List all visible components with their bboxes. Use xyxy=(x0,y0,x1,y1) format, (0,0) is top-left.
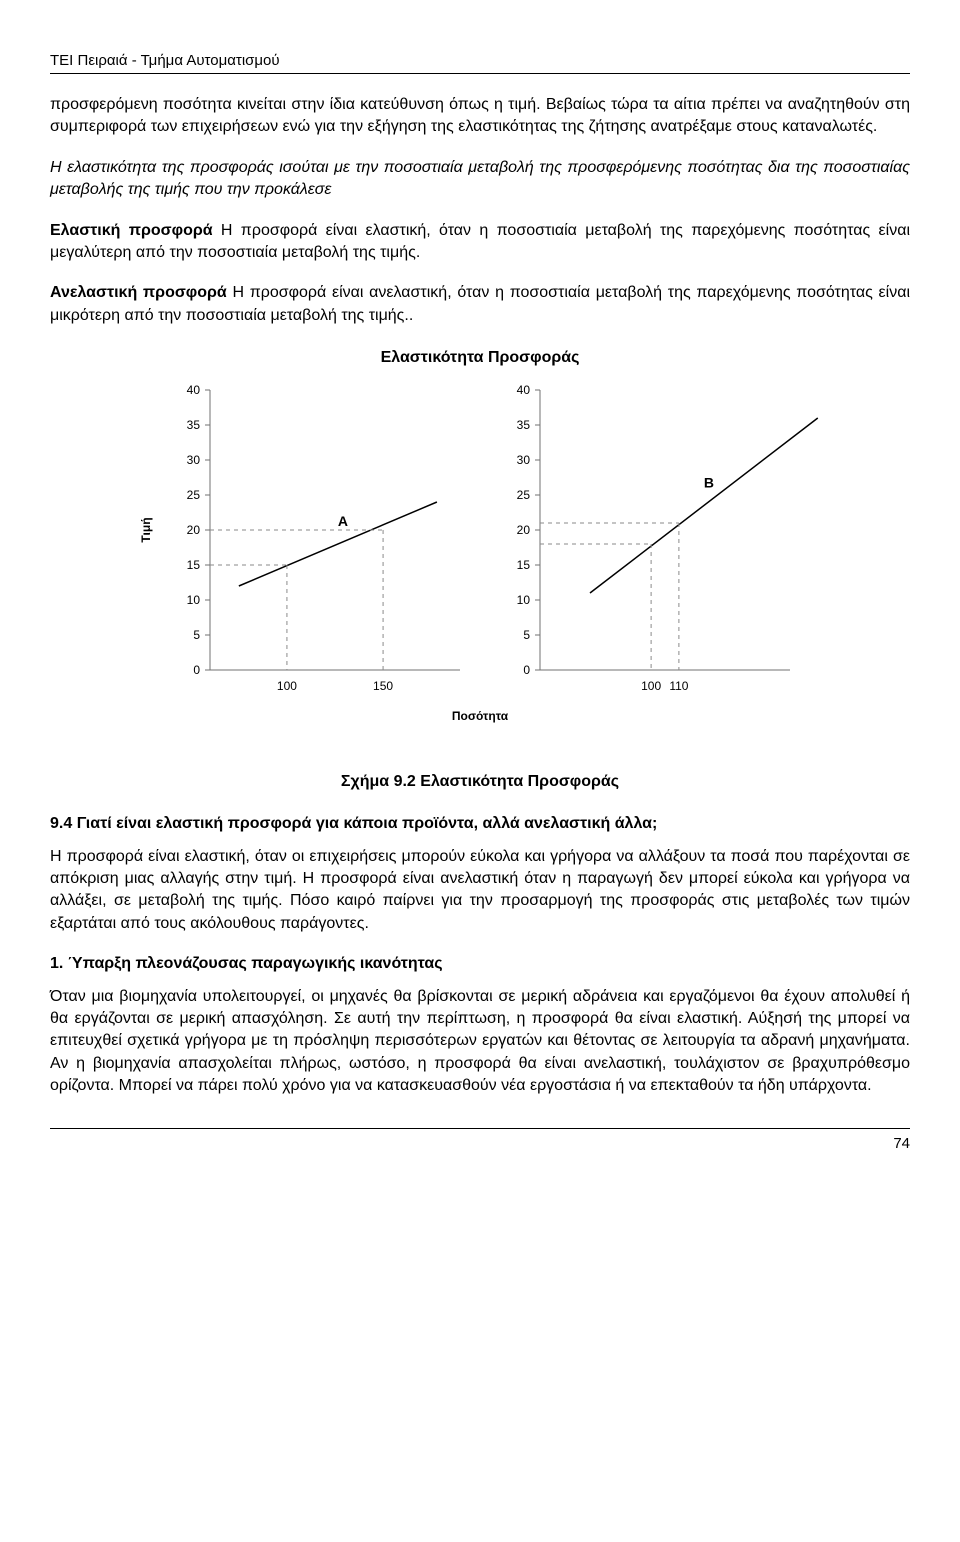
svg-text:100: 100 xyxy=(277,679,297,693)
section-9-4-title: 9.4 Γιατί είναι ελαστική προσφορά για κά… xyxy=(50,813,910,835)
p3-lead: Ελαστική προσφορά xyxy=(50,222,213,239)
svg-text:Α: Α xyxy=(338,513,348,529)
svg-text:5: 5 xyxy=(523,628,530,642)
svg-text:40: 40 xyxy=(517,383,531,397)
p4-lead: Ανελαστική προσφορά xyxy=(50,284,227,301)
chart-main-title: Ελαστικότητα Προσφοράς xyxy=(50,347,910,369)
paragraph-3: Ελαστική προσφορά Η προσφορά είναι ελαστ… xyxy=(50,220,910,265)
charts-row: 0 5 10 15 20 25 30 35 40 100 150 Α 0 5 10 15 20 25 30 35 40 1… xyxy=(50,380,910,757)
svg-text:30: 30 xyxy=(187,453,201,467)
svg-text:10: 10 xyxy=(517,593,531,607)
page-number: 74 xyxy=(893,1135,910,1152)
section-9-4-body: Η προσφορά είναι ελαστική, όταν οι επιχε… xyxy=(50,846,910,936)
svg-text:25: 25 xyxy=(517,488,531,502)
svg-text:Τιμή: Τιμή xyxy=(139,517,153,542)
paragraph-4: Ανελαστική προσφορά Η προσφορά είναι ανε… xyxy=(50,282,910,327)
paragraph-2: Η ελαστικότητα της προσφοράς ισούται με … xyxy=(50,157,910,202)
svg-text:Ποσότητα: Ποσότητα xyxy=(452,709,509,723)
doc-header: ΤΕΙ Πειραιά - Τμήμα Αυτοματισμού xyxy=(50,50,910,74)
svg-text:0: 0 xyxy=(193,663,200,677)
svg-text:15: 15 xyxy=(517,558,531,572)
doc-footer: 74 xyxy=(50,1128,910,1154)
svg-text:110: 110 xyxy=(669,679,688,693)
svg-text:10: 10 xyxy=(187,593,201,607)
subsection-1-title: 1. Ύπαρξη πλεονάζουσας παραγωγικής ικανό… xyxy=(50,953,910,975)
svg-text:25: 25 xyxy=(187,488,201,502)
svg-text:5: 5 xyxy=(193,628,200,642)
svg-text:20: 20 xyxy=(187,523,201,537)
svg-text:100: 100 xyxy=(641,679,661,693)
subsection-1-body: Όταν μια βιομηχανία υπολειτουργεί, οι μη… xyxy=(50,986,910,1098)
svg-text:20: 20 xyxy=(517,523,531,537)
svg-text:0: 0 xyxy=(523,663,530,677)
svg-text:35: 35 xyxy=(187,418,201,432)
svg-text:35: 35 xyxy=(517,418,531,432)
elasticity-chart: 0 5 10 15 20 25 30 35 40 100 150 Α 0 5 10 15 20 25 30 35 40 1… xyxy=(120,380,840,750)
svg-text:Β: Β xyxy=(704,474,714,490)
figure-caption: Σχήμα 9.2 Ελαστικότητα Προσφοράς xyxy=(50,771,910,793)
svg-text:15: 15 xyxy=(187,558,201,572)
svg-text:150: 150 xyxy=(373,679,393,693)
sub1-num: 1. xyxy=(50,955,68,972)
header-text: ΤΕΙ Πειραιά - Τμήμα Αυτοματισμού xyxy=(50,52,280,69)
svg-text:30: 30 xyxy=(517,453,531,467)
svg-text:40: 40 xyxy=(187,383,201,397)
sub1-title: Ύπαρξη πλεονάζουσας παραγωγικής ικανότητ… xyxy=(68,955,443,972)
paragraph-1: προσφερόμενη ποσότητα κινείται στην ίδια… xyxy=(50,94,910,139)
